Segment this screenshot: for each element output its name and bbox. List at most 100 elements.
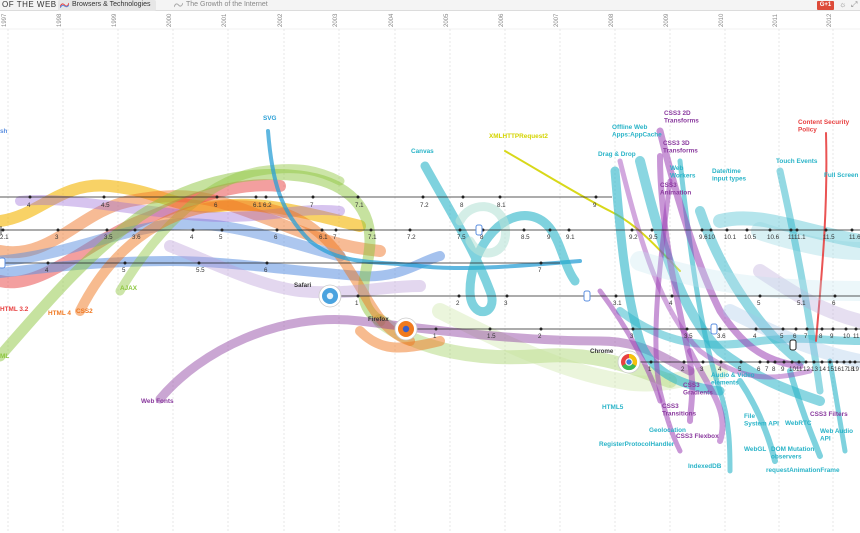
version-label[interactable]: 1 bbox=[433, 333, 437, 340]
version-label[interactable]: 7.2 bbox=[407, 234, 416, 241]
version-label[interactable]: 1 bbox=[648, 366, 652, 373]
version-label[interactable]: 3.5 bbox=[684, 333, 693, 340]
technology-label[interactable]: CSS3 Gradients bbox=[683, 382, 713, 397]
version-label[interactable]: 7.1 bbox=[368, 234, 377, 241]
version-label[interactable]: 10.6 bbox=[767, 234, 780, 241]
technology-label[interactable]: Web Fonts bbox=[141, 398, 174, 405]
version-label[interactable]: 15 bbox=[827, 366, 834, 373]
version-label[interactable]: 3.6 bbox=[717, 333, 726, 340]
technology-label[interactable]: Web Audio API bbox=[820, 428, 853, 443]
version-label[interactable]: 6.1 bbox=[253, 202, 262, 209]
technology-label[interactable]: CSS3 3D Transforms bbox=[663, 140, 698, 155]
version-label[interactable]: 5 bbox=[780, 333, 784, 340]
version-label[interactable]: 11.1 bbox=[794, 234, 806, 241]
version-label[interactable]: 3 bbox=[55, 234, 59, 241]
version-label[interactable]: 1 bbox=[355, 300, 359, 307]
version-label[interactable]: 18 bbox=[847, 366, 854, 373]
technology-label[interactable]: ML bbox=[0, 353, 9, 360]
version-label[interactable]: 11 bbox=[796, 366, 803, 373]
version-label[interactable]: 8.5 bbox=[521, 234, 530, 241]
version-label[interactable]: 5.1 bbox=[797, 300, 806, 307]
version-label[interactable]: 4 bbox=[753, 333, 757, 340]
version-label[interactable]: 7 bbox=[765, 366, 769, 373]
technology-label[interactable]: WebGL bbox=[744, 446, 766, 453]
version-label[interactable]: 6.1 bbox=[319, 234, 328, 241]
technology-label[interactable]: Date/time input types bbox=[712, 168, 747, 183]
version-label[interactable]: 4.5 bbox=[101, 202, 110, 209]
version-label[interactable]: 3.5 bbox=[104, 234, 113, 241]
version-label[interactable]: 6 bbox=[793, 333, 797, 340]
version-label[interactable]: 10 bbox=[843, 333, 850, 340]
technology-label[interactable]: RegisterProtocolHandler bbox=[599, 441, 675, 448]
version-label[interactable]: 5 bbox=[219, 234, 223, 241]
technology-label[interactable]: Canvas bbox=[411, 148, 434, 155]
version-label[interactable]: 8 bbox=[772, 366, 776, 373]
safari-logo[interactable]: Safari bbox=[294, 282, 342, 308]
technology-label[interactable]: Audio & Video elements bbox=[711, 372, 755, 387]
version-label[interactable]: 7 bbox=[538, 267, 542, 274]
version-label[interactable]: 9.2 bbox=[629, 234, 638, 241]
version-label[interactable]: 4 bbox=[718, 366, 722, 373]
technology-label[interactable]: IndexedDB bbox=[688, 463, 722, 470]
chrome-logo[interactable]: Chrome bbox=[590, 348, 641, 374]
version-label[interactable]: 4 bbox=[669, 300, 673, 307]
technology-label[interactable]: HTML 3.2 bbox=[0, 306, 29, 313]
version-label[interactable]: 9.6 bbox=[699, 234, 708, 241]
version-label[interactable]: 9 bbox=[593, 202, 597, 209]
version-label[interactable]: 7 bbox=[333, 234, 337, 241]
version-label[interactable]: 11.6 bbox=[849, 234, 860, 241]
technology-label[interactable]: CSS3 Flexbox bbox=[676, 433, 719, 440]
version-label[interactable]: 5 bbox=[122, 267, 126, 274]
version-label[interactable]: 7.2 bbox=[420, 202, 429, 209]
version-label[interactable]: 7 bbox=[310, 202, 314, 209]
version-label[interactable]: 6 bbox=[757, 366, 761, 373]
version-label[interactable]: 10.5 bbox=[744, 234, 757, 241]
version-label[interactable]: 10 bbox=[708, 234, 715, 241]
technology-label[interactable]: SVG bbox=[263, 115, 277, 122]
technology-label[interactable]: AJAX bbox=[120, 285, 138, 292]
technology-label[interactable]: requestAnimationFrame bbox=[766, 467, 840, 474]
version-label[interactable]: 7.1 bbox=[355, 202, 364, 209]
technology-label[interactable]: WebRTC bbox=[785, 420, 812, 427]
technology-label[interactable]: DOM Mutation observers bbox=[771, 446, 814, 461]
version-label[interactable]: 11 bbox=[788, 234, 795, 241]
version-label[interactable]: 1.5 bbox=[487, 333, 496, 340]
version-label[interactable]: 3 bbox=[700, 366, 704, 373]
technology-label[interactable]: Touch Events bbox=[776, 158, 818, 165]
version-label[interactable]: 14 bbox=[819, 366, 826, 373]
version-label[interactable]: 7.5 bbox=[457, 234, 466, 241]
tab-browsers-technologies[interactable]: Browsers & Technologies bbox=[58, 0, 156, 11]
technology-label[interactable]: File System API bbox=[744, 413, 779, 428]
version-label[interactable]: 10 bbox=[789, 366, 796, 373]
version-label[interactable]: 2.1 bbox=[0, 234, 9, 241]
version-label[interactable]: 7 bbox=[804, 333, 808, 340]
technology-label[interactable]: XMLHTTPRequest2 bbox=[489, 133, 548, 140]
google-plus-button[interactable]: G+1 bbox=[817, 1, 834, 10]
technology-label[interactable]: CSS2 bbox=[76, 308, 93, 315]
version-label[interactable]: 9 bbox=[547, 234, 551, 241]
version-label[interactable]: 6 bbox=[274, 234, 278, 241]
version-label[interactable]: 19 bbox=[852, 366, 859, 373]
version-label[interactable]: 5 bbox=[738, 366, 742, 373]
version-label[interactable]: 2 bbox=[681, 366, 685, 373]
version-label[interactable]: 3.6 bbox=[132, 234, 141, 241]
version-label[interactable]: 10.1 bbox=[724, 234, 737, 241]
technology-label[interactable]: Offline Web Apps:AppCache bbox=[612, 124, 662, 139]
technology-label[interactable]: Geolocation bbox=[649, 427, 686, 434]
technology-label[interactable]: CSS3 2D Transforms bbox=[664, 110, 699, 125]
version-label[interactable]: 6 bbox=[832, 300, 836, 307]
version-label[interactable]: 12 bbox=[803, 366, 810, 373]
version-label[interactable]: 8.1 bbox=[497, 202, 506, 209]
technology-label[interactable]: CSS3 Animation bbox=[660, 182, 691, 197]
version-label[interactable]: 4 bbox=[45, 267, 49, 274]
version-label[interactable]: 5 bbox=[757, 300, 761, 307]
version-label[interactable]: 3.1 bbox=[613, 300, 622, 307]
version-label[interactable]: 6 bbox=[214, 202, 218, 209]
firefox-logo[interactable]: Firefox bbox=[368, 316, 418, 341]
version-label[interactable]: 5.5 bbox=[196, 267, 205, 274]
version-label[interactable]: 9.5 bbox=[649, 234, 658, 241]
version-label[interactable]: 13 bbox=[811, 366, 818, 373]
technology-label[interactable]: CSS3 Transitions bbox=[662, 403, 697, 418]
expand-icon[interactable]: ⤢ bbox=[851, 0, 858, 9]
version-label[interactable]: 8 bbox=[480, 234, 484, 241]
